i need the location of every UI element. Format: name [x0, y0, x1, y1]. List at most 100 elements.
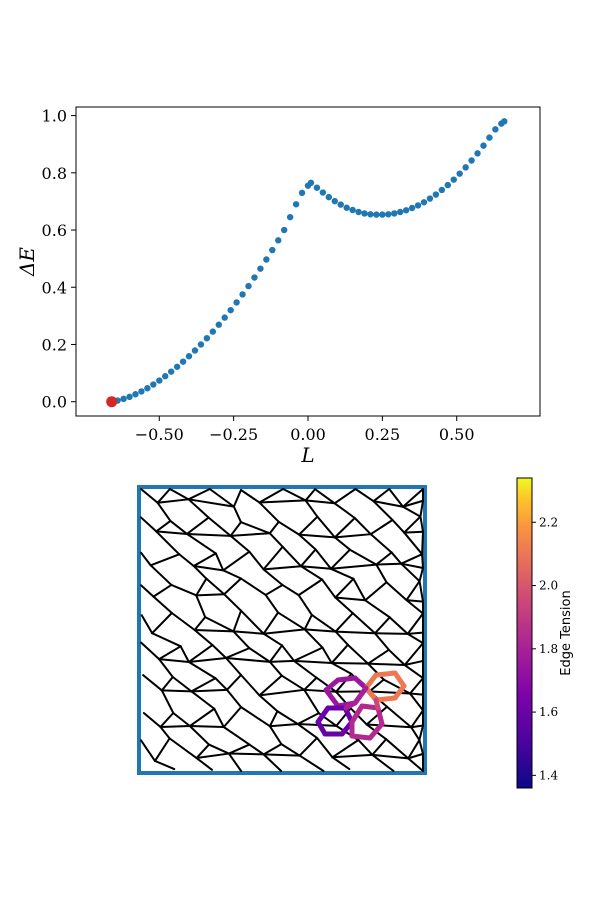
data-point: [402, 207, 410, 214]
cell-edge: [333, 536, 351, 551]
cell-edge: [195, 757, 213, 771]
data-point: [468, 157, 475, 164]
tension-edge: [373, 695, 398, 703]
cell-edge: [280, 674, 306, 691]
data-point: [414, 202, 422, 209]
cell-edge: [211, 644, 228, 659]
tension-edge: [392, 670, 407, 689]
cell-edge: [185, 532, 232, 537]
colorbar-tick-label: 1.6: [539, 705, 558, 719]
tension-edge: [323, 677, 341, 693]
data-point: [462, 164, 469, 171]
data-point: [319, 189, 327, 196]
cell-edge: [386, 705, 413, 729]
tension-edges: [315, 670, 407, 741]
colorbar-tick-label: 2.0: [539, 579, 558, 593]
cell-edge: [351, 612, 376, 635]
cell-edge: [329, 548, 351, 570]
cell-edge: [140, 739, 156, 762]
cell-edge: [268, 644, 284, 663]
cell-edge: [304, 499, 336, 505]
cell-edge: [262, 632, 284, 647]
data-point: [367, 211, 374, 218]
cell-edge: [258, 499, 307, 504]
data-point: [397, 208, 404, 216]
cell-edge: [213, 707, 225, 728]
cell-edge: [152, 583, 173, 598]
y-tick-label: 0.6: [42, 221, 67, 240]
data-point: [120, 395, 127, 403]
cell-edge: [390, 551, 403, 565]
data-point: [144, 385, 151, 392]
data-point: [263, 256, 270, 263]
cell-edge: [316, 736, 334, 759]
data-point: [343, 204, 350, 211]
cell-edge: [282, 488, 307, 502]
cell-edge: [419, 515, 424, 533]
cell-edge: [369, 533, 393, 554]
cell-edge: [303, 628, 337, 633]
cell-edge: [258, 488, 285, 504]
cell-edge: [258, 688, 306, 697]
cell-edge: [373, 616, 391, 635]
cell-edge: [140, 614, 154, 635]
data-point: [426, 195, 434, 202]
data-point: [257, 265, 264, 272]
cell-edge: [195, 743, 210, 760]
cell-edge: [402, 505, 422, 518]
cell-edge: [365, 705, 389, 726]
cell-edge: [160, 676, 174, 692]
cell-edge: [190, 690, 216, 710]
cell-edge: [262, 611, 280, 635]
data-point: [138, 388, 145, 395]
cell-edge: [158, 658, 174, 679]
tension-edge: [352, 685, 369, 706]
data-point: [438, 186, 446, 194]
cell-edge: [293, 659, 333, 665]
data-point: [286, 213, 294, 221]
data-point: [456, 170, 463, 177]
cell-edge: [385, 738, 410, 760]
cell-edge: [262, 753, 301, 757]
plot-frame: [75, 106, 541, 417]
cell-edge: [153, 759, 176, 771]
cell-edge: [140, 641, 161, 661]
x-ticks: −0.50 −0.25 0.00 0.25 0.50: [135, 416, 475, 444]
cell-edge: [331, 753, 374, 759]
cell-edge: [227, 752, 243, 772]
cell-edge: [227, 743, 251, 755]
cell-edge: [403, 664, 424, 680]
cell-edge: [304, 499, 319, 518]
cell-edge: [268, 725, 283, 746]
cell-edge: [299, 565, 324, 581]
cell-edge: [268, 532, 284, 548]
cell-edge: [402, 488, 424, 508]
cell-edge: [405, 599, 424, 603]
cell-edge: [409, 692, 424, 712]
cell-edge: [276, 710, 299, 726]
data-point: [474, 150, 481, 157]
cell-edge: [418, 580, 424, 603]
y-tick-label: 0.2: [42, 335, 67, 354]
energy-chart: −0.50 −0.25 0.00 0.25 0.50 0.0 0.2 0.4 0.6 0.8 1.…: [15, 106, 541, 467]
cell-edge: [371, 753, 410, 760]
data-point: [173, 363, 181, 370]
cell-edge: [418, 567, 424, 583]
cell-edge: [297, 578, 324, 597]
cell-edge: [222, 725, 251, 746]
y-tick-label: 0.8: [42, 164, 67, 183]
cell-edge: [375, 562, 403, 566]
tension-edge: [373, 670, 398, 678]
cell-edge: [303, 688, 320, 715]
cell-edge: [229, 521, 242, 537]
colorbar: 1.4 1.6 1.8 2.0 2.2 Edge Tension: [516, 477, 574, 789]
cell-edge: [333, 502, 356, 519]
cell-edge: [410, 724, 424, 729]
cell-edge: [193, 616, 207, 631]
cell-edge: [410, 726, 421, 742]
data-point: [298, 189, 306, 197]
cell-edge: [248, 743, 265, 756]
cell-edge: [352, 577, 367, 602]
cell-edge: [187, 660, 217, 680]
tension-edge: [315, 705, 331, 725]
